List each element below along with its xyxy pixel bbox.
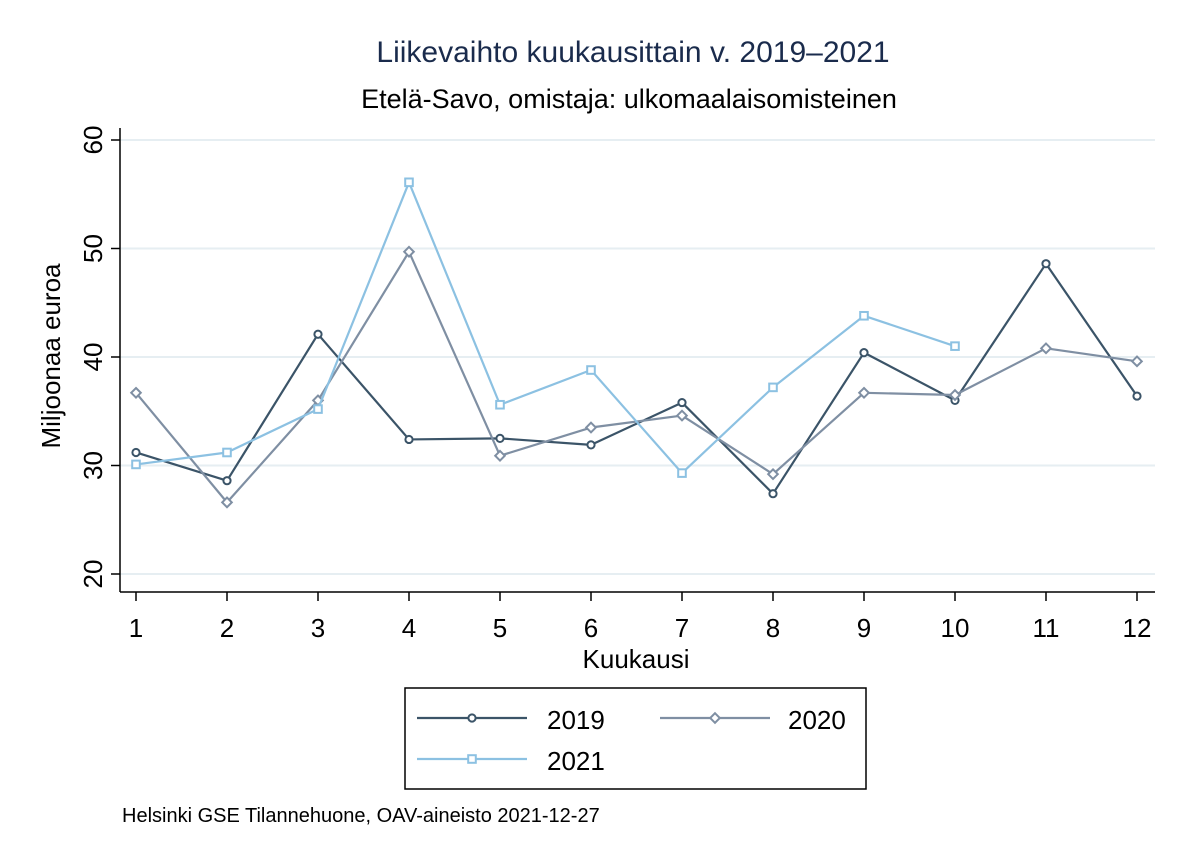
legend-label-2019: 2019 xyxy=(547,705,605,735)
legend: 2019 2020 2021 xyxy=(404,687,867,790)
point-2021-2 xyxy=(222,447,232,458)
chart-subtitle: Etelä-Savo, omistaja: ulkomaalaisomistei… xyxy=(361,84,897,114)
chart-title: Liikevaihto kuukausittain v. 2019–2021 xyxy=(376,36,889,69)
x-tick-label-4: 4 xyxy=(402,613,416,643)
y-axis-label: Miljoonaa euroa xyxy=(36,263,66,449)
y-axis-ticks: 20 30 40 50 60 xyxy=(78,126,120,589)
point-2021-3 xyxy=(313,404,323,414)
point-2020-12 xyxy=(1130,355,1144,368)
point-2021-1 xyxy=(131,459,141,470)
point-2019-12 xyxy=(1132,391,1142,401)
y-tick-label-30: 30 xyxy=(78,451,108,480)
legend-marker-shape-2021 xyxy=(467,754,477,764)
point-2020-4 xyxy=(402,245,416,258)
point-2019-8 xyxy=(768,489,778,499)
legend-label-2020: 2020 xyxy=(788,705,846,735)
x-tick-label-3: 3 xyxy=(311,613,325,643)
legend-marker-shape-2019 xyxy=(467,713,477,723)
legend-marker-2019 xyxy=(467,713,477,723)
x-tick-label-8: 8 xyxy=(766,613,780,643)
point-2020-10 xyxy=(948,388,962,402)
x-tick-label-9: 9 xyxy=(857,613,871,643)
point-2019-11 xyxy=(1041,259,1051,269)
point-2019-4 xyxy=(404,434,414,445)
point-2021-10 xyxy=(950,341,960,351)
point-2019-7 xyxy=(677,397,687,408)
legend-marker-2020 xyxy=(708,711,722,725)
series-2021 xyxy=(131,177,960,478)
point-2019-1 xyxy=(131,447,141,458)
y-tick-label-60: 60 xyxy=(78,126,108,155)
legend-label-2021: 2021 xyxy=(547,746,605,776)
source-note: Helsinki GSE Tilannehuone, OAV-aineisto … xyxy=(122,805,600,827)
point-2019-3 xyxy=(313,329,323,339)
series-2020 xyxy=(129,245,1144,509)
series-2019 xyxy=(131,259,1142,499)
legend-marker-shape-2020 xyxy=(708,711,722,725)
x-tick-label-7: 7 xyxy=(675,613,689,643)
point-2021-5 xyxy=(495,399,505,410)
point-2020-11 xyxy=(1039,342,1053,355)
y-tick-label-40: 40 xyxy=(78,343,108,372)
point-2021-7 xyxy=(677,468,687,478)
x-tick-label-6: 6 xyxy=(584,613,598,643)
axes xyxy=(119,128,1155,593)
point-2020-6 xyxy=(584,421,598,434)
series-group xyxy=(129,177,1144,509)
x-tick-label-11: 11 xyxy=(1033,613,1060,643)
point-2021-8 xyxy=(768,382,778,393)
x-axis-ticks: 1 2 3 4 5 6 7 8 9 10 11 12 xyxy=(129,592,1152,643)
legend-box xyxy=(404,687,867,790)
point-2020-5 xyxy=(493,449,507,462)
x-tick-label-12: 12 xyxy=(1123,613,1152,643)
series-line-2021 xyxy=(135,181,956,475)
point-2020-7 xyxy=(675,409,689,422)
point-2020-1 xyxy=(129,386,143,400)
point-2019-9 xyxy=(859,348,869,358)
y-tick-label-20: 20 xyxy=(78,560,108,589)
x-tick-label-1: 1 xyxy=(129,613,143,643)
series-line-2019 xyxy=(135,262,1138,495)
x-tick-label-5: 5 xyxy=(493,613,507,643)
point-2019-5 xyxy=(495,433,505,443)
point-2019-2 xyxy=(222,476,232,486)
point-2021-6 xyxy=(586,365,596,375)
x-tick-label-2: 2 xyxy=(220,613,234,643)
grid-lines xyxy=(120,139,1155,575)
x-axis-label: Kuukausi xyxy=(583,644,690,674)
point-2020-8 xyxy=(766,467,780,481)
point-2021-4 xyxy=(404,177,414,188)
point-2019-6 xyxy=(586,440,596,450)
y-tick-label-50: 50 xyxy=(78,234,108,263)
point-2021-9 xyxy=(859,310,869,321)
point-2020-2 xyxy=(220,496,234,509)
legend-marker-2021 xyxy=(467,754,477,764)
x-tick-label-10: 10 xyxy=(941,613,970,643)
point-2020-9 xyxy=(857,386,871,400)
